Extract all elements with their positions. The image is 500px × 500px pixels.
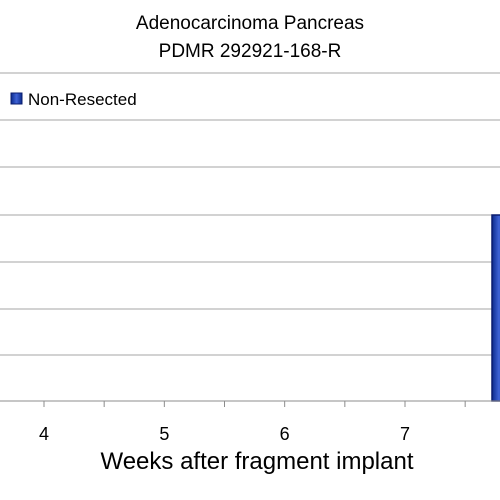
x-tick-label: 7 [400,424,410,444]
x-ticks: 4 5 6 7 [39,401,466,444]
chart-title: Adenocarcinoma Pancreas [135,13,365,34]
legend-swatch-non-resected [10,92,23,105]
bars [491,214,500,402]
x-tick-label: 5 [159,424,169,444]
bar-non-resected [491,214,500,402]
chart-subtitle: PDMR 292921-168-R [158,41,342,62]
legend: Non-Resected [10,90,137,109]
grid-lines [0,72,500,356]
x-tick-label: 4 [39,424,49,444]
x-axis-label: Weeks after fragment implant [100,448,413,475]
x-tick-label: 6 [280,424,290,444]
legend-label-non-resected: Non-Resected [28,90,137,109]
